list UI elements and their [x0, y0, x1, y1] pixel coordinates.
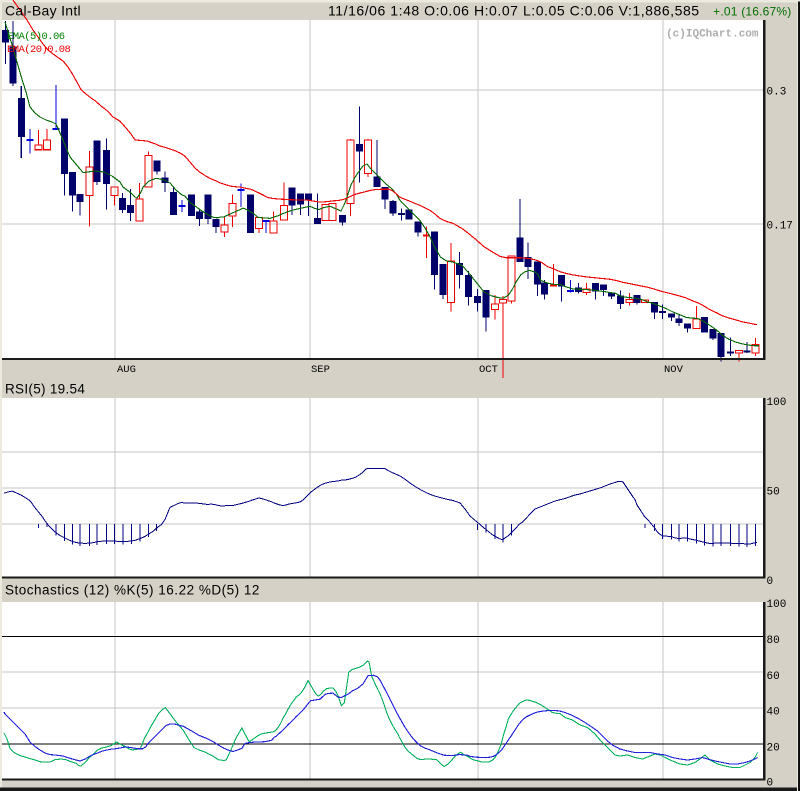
svg-text:(c)IQChart.com: (c)IQChart.com [666, 29, 759, 41]
svg-text:RSI(5) 19.54: RSI(5) 19.54 [5, 382, 85, 397]
svg-text:60: 60 [767, 671, 780, 683]
svg-text:0.3: 0.3 [767, 87, 787, 99]
svg-text:Stochastics (12) %K(5) 16.22 %: Stochastics (12) %K(5) 16.22 %D(5) 12 [5, 583, 260, 598]
svg-text:NOV: NOV [664, 364, 684, 376]
svg-text:11/16/06 1:48 O:0.06 H:0.07 L:: 11/16/06 1:48 O:0.06 H:0.07 L:0.05 C:0.0… [328, 3, 700, 19]
svg-text:EMA(5)0.06: EMA(5)0.06 [7, 31, 65, 43]
svg-text:+.01 (16.67%): +.01 (16.67%) [713, 5, 791, 19]
svg-text:AUG: AUG [117, 364, 136, 376]
svg-text:80: 80 [767, 635, 780, 647]
svg-text:EMA(20)0.08: EMA(20)0.08 [7, 44, 71, 56]
svg-text:100: 100 [767, 397, 787, 409]
svg-text:20: 20 [767, 743, 780, 755]
svg-text:OCT: OCT [479, 364, 498, 376]
svg-text:40: 40 [767, 707, 780, 719]
svg-text:Cal-Bay Intl: Cal-Bay Intl [5, 3, 81, 19]
svg-text:0.17: 0.17 [767, 221, 793, 233]
svg-text:100: 100 [767, 599, 787, 611]
svg-text:0: 0 [767, 778, 774, 790]
svg-text:50: 50 [767, 487, 780, 499]
svg-text:SEP: SEP [311, 364, 330, 376]
svg-text:0: 0 [767, 576, 774, 588]
